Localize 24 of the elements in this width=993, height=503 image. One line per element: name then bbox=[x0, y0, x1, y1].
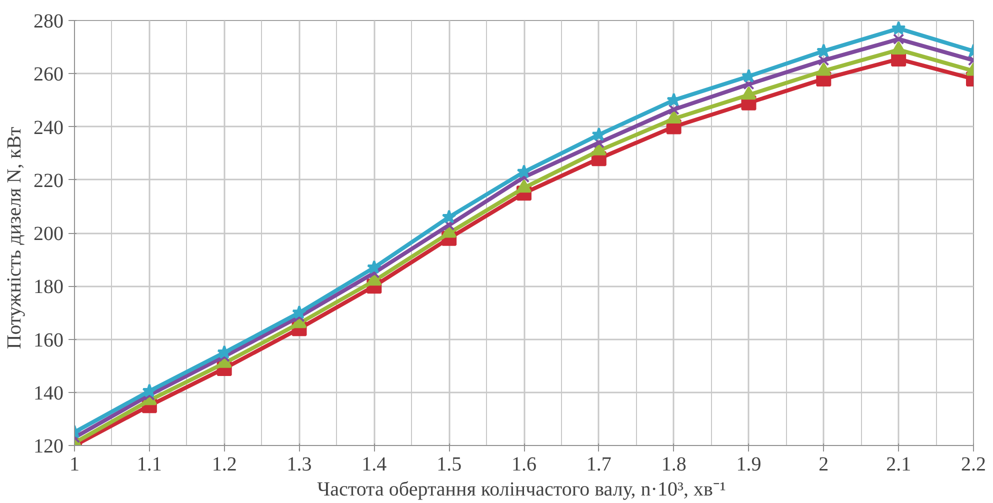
x-tick-label: 1.8 bbox=[661, 454, 686, 476]
x-tick-label: 1 bbox=[70, 454, 80, 476]
y-tick-label: 160 bbox=[34, 329, 64, 352]
x-tick-label: 1.9 bbox=[736, 454, 762, 476]
y-tick-label: 140 bbox=[34, 382, 64, 404]
x-tick-label: 2 bbox=[818, 454, 829, 476]
y-axis-title: Потужність дизеля N, кВт bbox=[4, 126, 26, 350]
y-tick-label: 280 bbox=[34, 10, 64, 32]
x-tick-label: 1.2 bbox=[212, 454, 237, 476]
x-tick-label: 1.3 bbox=[286, 454, 312, 476]
x-tick-label: 1.5 bbox=[436, 454, 462, 476]
y-tick-label: 240 bbox=[34, 116, 64, 139]
x-tick-label: 1.1 bbox=[136, 454, 162, 476]
x-tick-label: 1.7 bbox=[586, 454, 612, 476]
y-tick-label: 180 bbox=[34, 276, 64, 298]
y-tick-label: 120 bbox=[34, 436, 64, 458]
x-tick-label: 1.6 bbox=[512, 454, 536, 476]
x-tick-label: 2.1 bbox=[886, 454, 912, 476]
x-axis-title: Частота обертання колінчастого валу, n·10³, хв⁻¹ bbox=[317, 478, 726, 500]
y-tick-label: 200 bbox=[34, 223, 64, 245]
x-tick-label: 2.2 bbox=[961, 454, 986, 476]
y-tick-label: 260 bbox=[34, 64, 64, 86]
x-tick-label: 1.4 bbox=[362, 454, 387, 476]
y-tick-label: 220 bbox=[34, 170, 64, 192]
